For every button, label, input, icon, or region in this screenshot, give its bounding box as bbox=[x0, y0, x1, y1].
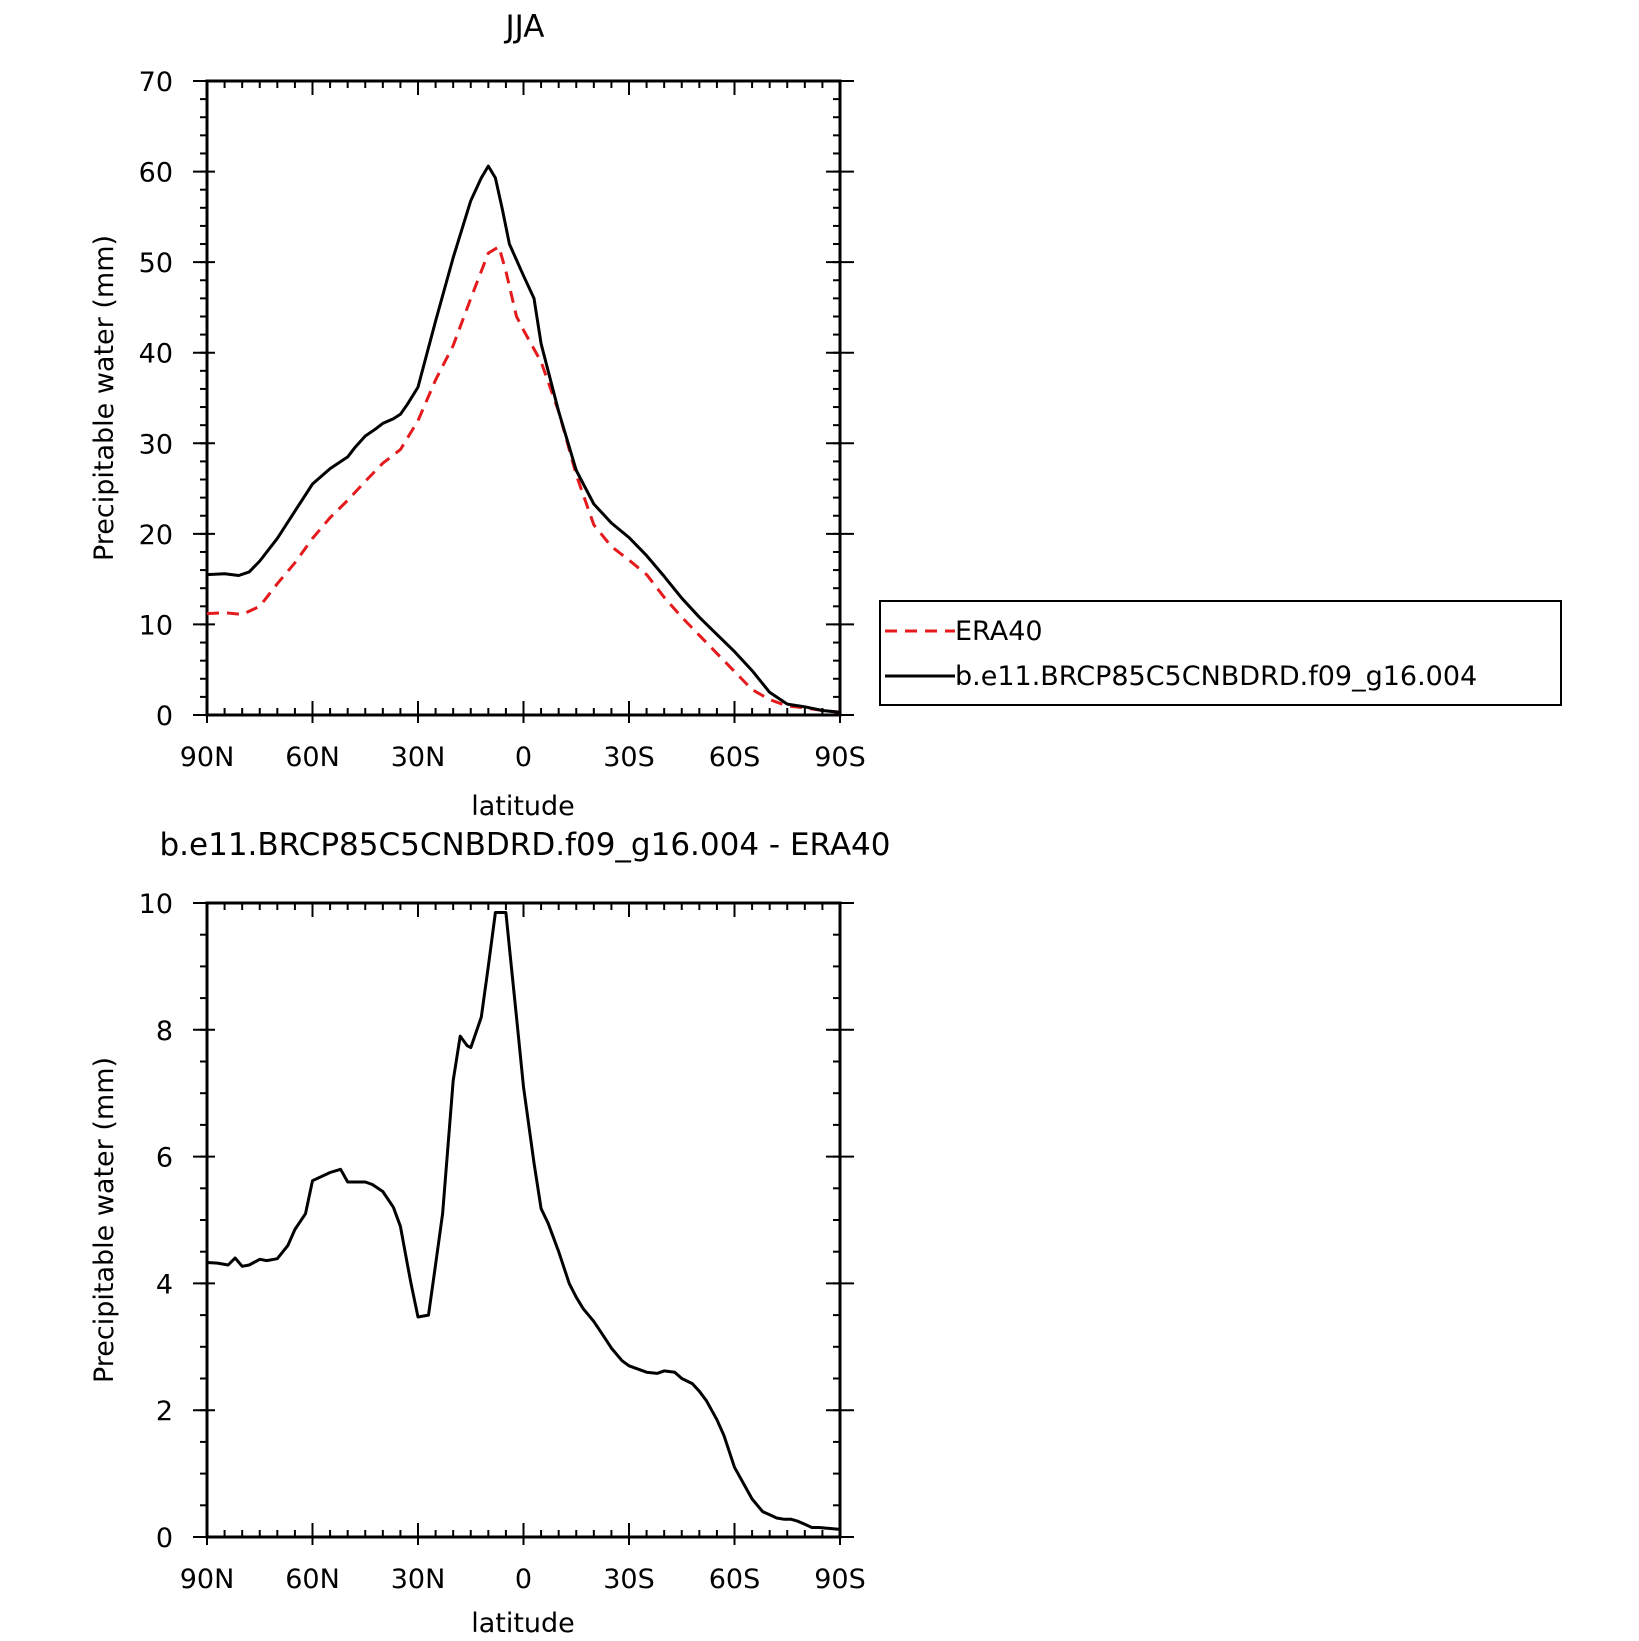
top-y-tick-label: 30 bbox=[139, 429, 173, 460]
top-y-tick-label: 70 bbox=[139, 67, 173, 98]
bottom-x-tick-label: 30N bbox=[391, 1564, 446, 1595]
bottom-series-line-0 bbox=[206, 911, 841, 1531]
top-x-tick-label: 90S bbox=[814, 742, 866, 773]
top-y-tick-label: 40 bbox=[139, 339, 173, 370]
bottom-x-axis-title: latitude bbox=[471, 1608, 575, 1639]
bottom-series-layer bbox=[206, 911, 841, 1531]
top-plot-frame bbox=[205, 79, 842, 717]
bottom-y-tick-label: 8 bbox=[156, 1016, 173, 1047]
top-y-tick-label: 60 bbox=[139, 158, 173, 189]
top-y-tick-label: 20 bbox=[139, 520, 173, 551]
bottom-x-tick-label: 90N bbox=[180, 1564, 235, 1595]
legend-label-era40: ERA40 bbox=[955, 616, 1043, 647]
top-axes: 90N 60N 30N 0 30S 60S 90S 0 10 20 30 40 50 60 70 bbox=[139, 67, 866, 773]
top-y-tick-label: 10 bbox=[139, 610, 173, 641]
bottom-x-tick-label: 60S bbox=[709, 1564, 761, 1595]
bottom-plot-title: b.e11.BRCP85C5CNBDRD.f09_g16.004 - ERA40 bbox=[160, 827, 891, 863]
top-panel: JJA 90N 60N 30N 0 30S 60S 90S 0 10 20 30 40 50 60 70 P… bbox=[89, 9, 866, 822]
bottom-axes: 90N 60N 30N 0 30S 60S 90S 0 2 4 6 8 10 bbox=[139, 889, 866, 1595]
top-plot-title: JJA bbox=[504, 9, 545, 45]
legend-label-model: b.e11.BRCP85C5CNBDRD.f09_g16.004 bbox=[955, 661, 1477, 692]
bottom-x-tick-label: 90S bbox=[814, 1564, 866, 1595]
legend: ERA40 b.e11.BRCP85C5CNBDRD.f09_g16.004 bbox=[879, 600, 1562, 706]
top-y-tick-label: 50 bbox=[139, 248, 173, 279]
top-x-tick-label: 0 bbox=[515, 742, 532, 773]
top-y-tick-label: 0 bbox=[156, 701, 173, 732]
top-x-tick-label: 60N bbox=[285, 742, 340, 773]
bottom-y-tick-label: 6 bbox=[156, 1143, 173, 1174]
bottom-y-tick-label: 4 bbox=[156, 1269, 173, 1300]
top-x-tick-label: 60S bbox=[709, 742, 761, 773]
top-y-axis-title: Precipitable water (mm) bbox=[89, 235, 120, 561]
top-series-layer bbox=[206, 164, 841, 714]
bottom-y-tick-label: 10 bbox=[139, 889, 173, 920]
bottom-x-tick-label: 30S bbox=[603, 1564, 655, 1595]
bottom-panel: b.e11.BRCP85C5CNBDRD.f09_g16.004 - ERA40… bbox=[89, 827, 890, 1639]
bottom-y-axis-title: Precipitable water (mm) bbox=[89, 1057, 120, 1383]
bottom-y-tick-label: 2 bbox=[156, 1396, 173, 1427]
top-series-line-0 bbox=[206, 245, 841, 714]
top-x-tick-label: 30N bbox=[391, 742, 446, 773]
bottom-y-tick-label: 0 bbox=[156, 1523, 173, 1554]
top-x-tick-label: 30S bbox=[603, 742, 655, 773]
top-series-line-1 bbox=[206, 164, 841, 714]
bottom-x-tick-label: 0 bbox=[515, 1564, 532, 1595]
top-x-axis-title: latitude bbox=[471, 791, 575, 822]
legend-box bbox=[879, 600, 1562, 706]
top-x-tick-label: 90N bbox=[180, 742, 235, 773]
bottom-x-tick-label: 60N bbox=[285, 1564, 340, 1595]
